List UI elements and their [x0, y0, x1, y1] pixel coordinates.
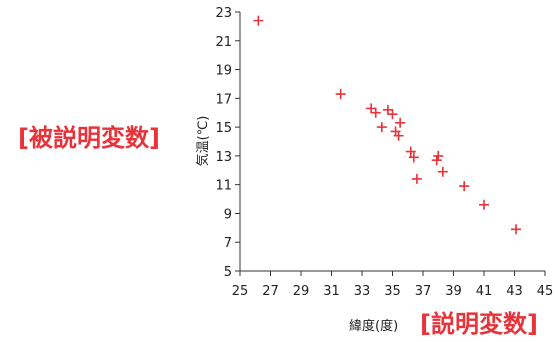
- x-tick-label: 33: [354, 284, 371, 299]
- y-tick-label: 19: [215, 64, 232, 79]
- data-point: [431, 155, 442, 166]
- data-point: [366, 103, 377, 114]
- y-tick-label: 5: [224, 265, 232, 280]
- chart-axes: [239, 12, 545, 272]
- data-point: [253, 15, 264, 26]
- data-point: [433, 150, 444, 161]
- y-tick-label: 23: [215, 6, 232, 21]
- data-point: [511, 224, 522, 235]
- y-tick-label: 17: [215, 92, 232, 107]
- x-tick-label: 45: [537, 284, 554, 299]
- x-tick-label: 43: [506, 284, 523, 299]
- x-tick-label: 31: [323, 284, 340, 299]
- y-ticks: 5 7 9 11 13 15 17 19 21 23: [215, 6, 240, 280]
- x-ticks: 25 27 29 31 33 35 37 39 41 43 45: [232, 271, 554, 299]
- data-points: [253, 15, 522, 235]
- data-point: [387, 109, 398, 120]
- y-tick-label: 13: [215, 150, 232, 165]
- data-point: [405, 146, 416, 157]
- x-tick-label: 39: [445, 284, 462, 299]
- data-point: [382, 104, 393, 115]
- data-point: [411, 173, 422, 184]
- x-tick-label: 27: [262, 284, 279, 299]
- data-point: [437, 166, 448, 177]
- x-tick-label: 41: [476, 284, 493, 299]
- y-tick-label: 9: [224, 207, 232, 222]
- x-axis-title: 緯度(度): [349, 318, 398, 334]
- y-tick-label: 7: [224, 236, 232, 251]
- dependent-variable-annotation: [被説明変数]: [18, 124, 160, 152]
- x-tick-label: 25: [232, 284, 249, 299]
- x-tick-label: 37: [415, 284, 432, 299]
- data-point: [459, 181, 470, 192]
- data-point: [335, 89, 346, 100]
- y-axis-title: 気温(℃): [195, 116, 211, 167]
- data-point: [376, 122, 387, 133]
- y-tick-label: 21: [215, 35, 232, 50]
- x-tick-label: 35: [384, 284, 401, 299]
- data-point: [408, 152, 419, 163]
- data-point: [395, 117, 406, 128]
- y-tick-label: 11: [215, 179, 232, 194]
- x-tick-label: 29: [293, 284, 310, 299]
- data-point: [370, 107, 381, 118]
- data-point: [393, 130, 404, 141]
- independent-variable-annotation: [説明変数]: [420, 310, 538, 338]
- y-tick-label: 15: [215, 121, 232, 136]
- data-point: [479, 199, 489, 210]
